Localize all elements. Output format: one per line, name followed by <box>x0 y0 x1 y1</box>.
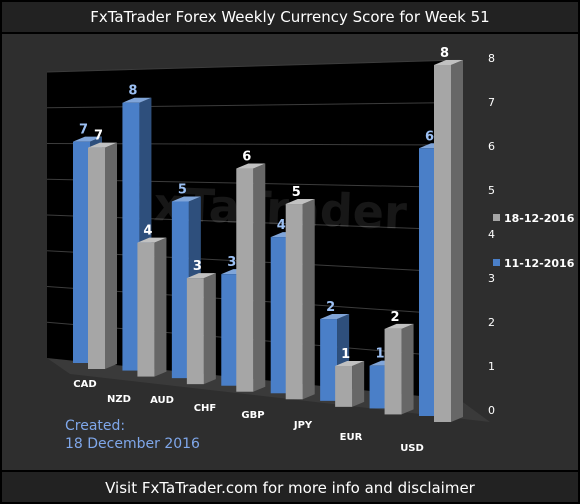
x-tick-label: AUD <box>150 395 174 406</box>
bar-11-12-2016-gbp-label: 4 <box>277 218 286 233</box>
bar-11-12-2016-jpy <box>320 319 338 401</box>
y-tick-label: 4 <box>488 228 495 241</box>
bar-18-12-2016-aud-top <box>186 273 216 279</box>
bar-18-12-2016-chf-top <box>236 163 266 169</box>
bar-18-12-2016-jpy <box>335 365 353 407</box>
bar-18-12-2016-cad <box>88 147 105 369</box>
y-tick-label: 3 <box>488 272 495 285</box>
gridline <box>46 102 461 109</box>
bar-18-12-2016-aud-side <box>203 273 216 385</box>
bar-18-12-2016-cad-label: 7 <box>94 129 103 144</box>
bar-18-12-2016-jpy-top <box>335 360 365 366</box>
y-tick-label: 5 <box>488 184 495 197</box>
bar-18-12-2016-usd-label: 8 <box>440 46 449 61</box>
y-tick-label: 8 <box>488 52 495 65</box>
x-tick-label: CAD <box>73 379 96 390</box>
bar-18-12-2016-usd <box>434 65 451 422</box>
bar-11-12-2016-chf <box>221 274 239 386</box>
bar-18-12-2016-gbp-side <box>302 199 315 400</box>
bar-18-12-2016-chf-side <box>253 163 266 392</box>
bar-18-12-2016-usd-top <box>434 60 463 65</box>
bar-11-12-2016-cad-top <box>73 136 102 142</box>
chart-title: FxTaTrader Forex Weekly Currency Score f… <box>2 2 578 34</box>
bar-18-12-2016-jpy-label: 1 <box>341 347 350 362</box>
x-tick-label: EUR <box>340 432 363 443</box>
bar-18-12-2016-eur-top <box>384 323 414 329</box>
created-date: 18 December 2016 <box>65 436 200 452</box>
y-tick-label: 7 <box>488 96 495 109</box>
legend-swatch <box>493 259 500 266</box>
x-tick-label: GBP <box>241 410 264 421</box>
bar-18-12-2016-nzd <box>137 242 155 377</box>
bar-11-12-2016-aud-label: 5 <box>178 182 187 197</box>
bar-18-12-2016-cad-top <box>88 142 117 148</box>
bar-18-12-2016-jpy-side <box>352 360 365 407</box>
bar-18-12-2016-nzd-top <box>137 237 167 243</box>
bar-11-12-2016-aud-top <box>171 196 201 202</box>
footer-text: Visit FxTaTrader.com for more info and d… <box>2 470 578 502</box>
bar-18-12-2016-aud-label: 3 <box>193 259 202 274</box>
bar-18-12-2016-eur <box>384 328 402 415</box>
bar-11-12-2016-nzd <box>122 102 140 371</box>
bar-11-12-2016-gbp <box>270 237 288 394</box>
bar-11-12-2016-nzd-label: 8 <box>128 84 137 99</box>
gridline <box>46 59 461 73</box>
bar-11-12-2016-aud <box>171 201 189 379</box>
y-tick-label: 6 <box>488 140 495 153</box>
x-tick-label: JPY <box>293 420 313 431</box>
bar-11-12-2016-cad-label: 7 <box>79 123 88 138</box>
bar-11-12-2016-usd-label: 6 <box>425 129 434 144</box>
x-tick-label: USD <box>400 443 424 454</box>
bar-11-12-2016-cad <box>73 141 90 363</box>
bar-11-12-2016-eur <box>369 365 387 409</box>
legend-label: 18-12-2016 <box>504 212 575 225</box>
bar-11-12-2016-eur-label: 1 <box>376 347 385 362</box>
bar-11-12-2016-jpy-top <box>320 314 350 320</box>
bar-18-12-2016-aud <box>186 278 204 385</box>
bar-18-12-2016-eur-side <box>401 323 414 415</box>
bar-18-12-2016-gbp-top <box>285 199 315 205</box>
bar-18-12-2016-gbp <box>285 204 303 400</box>
bar-18-12-2016-eur-label: 2 <box>391 310 400 325</box>
legend-label: 11-12-2016 <box>504 257 575 270</box>
bar-11-12-2016-jpy-label: 2 <box>326 300 335 315</box>
created-label: Created: <box>65 418 126 434</box>
bar-chart: FxTaTrader0123456787784533645211268CADNZ… <box>46 46 575 454</box>
y-tick-label: 2 <box>488 316 495 329</box>
y-tick-label: 0 <box>488 404 495 417</box>
bar-18-12-2016-usd-side <box>451 60 463 422</box>
x-tick-label: NZD <box>107 394 131 405</box>
bar-18-12-2016-nzd-side <box>154 237 167 377</box>
bar-11-12-2016-usd <box>419 148 436 416</box>
x-tick-label: CHF <box>194 403 217 414</box>
y-tick-label: 1 <box>488 360 495 373</box>
bar-18-12-2016-chf-label: 6 <box>242 150 251 165</box>
legend-swatch <box>493 214 500 221</box>
bar-11-12-2016-nzd-top <box>122 97 152 103</box>
bar-18-12-2016-chf <box>236 168 254 392</box>
bar-11-12-2016-chf-label: 3 <box>227 255 236 270</box>
bar-18-12-2016-gbp-label: 5 <box>292 185 301 200</box>
bar-18-12-2016-nzd-label: 4 <box>143 224 152 239</box>
bar-18-12-2016-cad-side <box>105 142 117 369</box>
